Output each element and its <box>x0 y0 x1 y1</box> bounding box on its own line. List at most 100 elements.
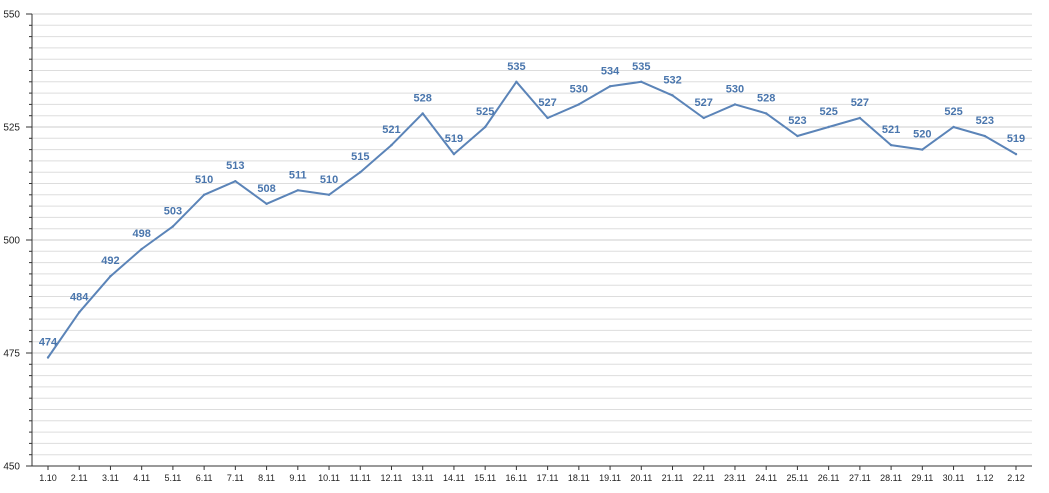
data-label: 519 <box>445 133 463 145</box>
x-tick-label: 6.11 <box>196 473 213 483</box>
data-point <box>390 143 393 147</box>
data-point <box>702 116 705 120</box>
data-point <box>359 171 362 174</box>
x-tick-label: 30.11 <box>943 473 965 483</box>
y-tick-label: 450 <box>3 462 20 473</box>
series-line <box>47 80 1017 359</box>
x-tick-label: 9.11 <box>289 473 306 483</box>
data-label: 498 <box>132 228 150 240</box>
x-tick-label: 19.11 <box>599 473 621 483</box>
x-tick-label: 2.11 <box>71 473 88 483</box>
data-label: 484 <box>70 291 89 303</box>
x-tick-label: 17.11 <box>537 473 559 483</box>
x-tick-label: 23.11 <box>724 473 746 483</box>
data-point <box>827 125 830 129</box>
data-label: 525 <box>476 106 494 118</box>
data-point <box>733 103 737 106</box>
data-label: 527 <box>695 97 713 109</box>
data-point <box>46 356 50 359</box>
x-tick-label: 25.11 <box>786 473 808 483</box>
data-point <box>171 225 175 228</box>
data-point <box>515 80 518 84</box>
data-label: 510 <box>320 174 338 186</box>
data-label: 527 <box>851 97 869 109</box>
series-group <box>46 80 1018 359</box>
x-tick-label: 24.11 <box>755 473 777 483</box>
x-tick-label: 20.11 <box>630 473 652 483</box>
data-point <box>234 180 237 183</box>
x-tick-label: 2.12 <box>1007 473 1025 483</box>
x-tick-label: 27.11 <box>849 473 871 483</box>
data-point <box>983 134 986 138</box>
data-point <box>671 94 674 97</box>
data-labels: 474 484 492 498 503 510 513 508 511 510 515 521 528 5… <box>39 61 1025 349</box>
x-tick-label: 22.11 <box>693 473 715 483</box>
data-label: 530 <box>726 83 744 95</box>
data-label: 474 <box>39 337 58 349</box>
x-tick-label: 11.11 <box>350 473 371 483</box>
data-label: 528 <box>414 92 432 104</box>
x-tick-label: 12.11 <box>381 473 403 483</box>
data-point <box>546 116 549 120</box>
x-tick-label: 1.10 <box>39 473 57 483</box>
data-point <box>78 311 81 314</box>
x-tick-label: 5.11 <box>164 473 181 483</box>
data-label: 523 <box>788 115 806 127</box>
data-label: 511 <box>289 169 307 181</box>
x-tick-label: 26.11 <box>818 473 840 483</box>
y-tick-label: 525 <box>3 123 20 134</box>
x-axis-ticks: 1.10 2.11 3.11 4.11 5.11 6.11 7.11 8.11 9.11 10.1… <box>39 466 1025 483</box>
data-label: 503 <box>164 205 182 217</box>
x-tick-label: 21.11 <box>662 473 684 483</box>
x-tick-label: 15.11 <box>474 473 496 483</box>
y-axis-ticks: 450 475 500 525 550 <box>3 10 32 473</box>
x-tick-label: 13.11 <box>412 473 434 483</box>
data-label: 521 <box>382 124 400 136</box>
data-label: 523 <box>976 115 994 127</box>
data-point <box>640 80 643 84</box>
x-tick-label: 28.11 <box>880 473 902 483</box>
data-label: 535 <box>632 61 650 73</box>
x-tick-label: 14.11 <box>443 473 465 483</box>
x-tick-label: 8.11 <box>258 473 275 483</box>
data-label: 535 <box>507 61 525 73</box>
y-tick-label: 500 <box>3 236 20 247</box>
data-label: 492 <box>101 255 119 267</box>
data-label: 530 <box>570 83 588 95</box>
data-point <box>577 103 581 106</box>
data-point <box>858 116 862 120</box>
data-point <box>109 274 112 278</box>
data-label: 510 <box>195 174 213 186</box>
x-tick-label: 4.11 <box>133 473 150 483</box>
data-label: 520 <box>913 129 931 141</box>
data-point <box>483 125 487 129</box>
data-point <box>202 193 206 196</box>
data-label: 525 <box>944 106 962 118</box>
data-point <box>421 112 424 115</box>
data-point <box>452 152 456 156</box>
data-label: 508 <box>257 183 275 195</box>
data-point <box>608 85 612 88</box>
data-label: 525 <box>819 106 837 118</box>
data-label: 515 <box>351 151 369 163</box>
y-tick-label: 475 <box>3 349 20 360</box>
grid-lines <box>32 13 1032 467</box>
x-tick-label: 29.11 <box>911 473 933 483</box>
x-tick-label: 3.11 <box>102 473 119 483</box>
data-point <box>1014 152 1018 156</box>
data-label: 519 <box>1007 133 1025 145</box>
data-point <box>296 189 300 192</box>
y-tick-label: 550 <box>3 10 20 21</box>
x-tick-label: 10.11 <box>318 473 340 483</box>
data-point <box>764 112 768 115</box>
data-label: 532 <box>663 74 681 86</box>
data-label: 521 <box>882 124 900 136</box>
data-point <box>327 193 331 196</box>
data-label: 513 <box>226 160 244 172</box>
data-label: 534 <box>601 65 620 77</box>
x-tick-label: 16.11 <box>505 473 527 483</box>
data-label: 527 <box>538 97 556 109</box>
data-point <box>952 125 955 129</box>
data-label: 528 <box>757 92 775 104</box>
